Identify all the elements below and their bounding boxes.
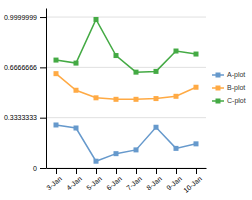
x-tick-mark — [116, 168, 117, 174]
legend-item: B-plot — [212, 84, 245, 92]
x-tick-mark — [156, 168, 157, 174]
series-marker — [194, 141, 199, 146]
x-axis: 3-Jan4-Jan5-Jan6-Jan7-Jan8-Jan9-Jan10-Ja… — [45, 168, 206, 194]
series-marker — [94, 17, 99, 22]
series-line — [56, 19, 196, 72]
series-marker — [134, 97, 139, 102]
x-tick-label: 10-Jan — [182, 175, 203, 194]
grid-line — [46, 67, 206, 68]
x-tick-label: 4-Jan — [65, 175, 83, 192]
x-tick: 3-Jan — [45, 168, 63, 191]
grid-line — [46, 117, 206, 118]
y-tick-label: 0.3333333 — [4, 114, 37, 121]
x-tick: 6-Jan — [105, 168, 123, 191]
y-tick-mark — [40, 118, 46, 119]
chart: 0 0.3333333 0.6666666 0.9999999 3-Jan4-Jan5-… — [0, 0, 252, 200]
series-marker — [134, 147, 139, 152]
x-tick: 5-Jan — [85, 168, 103, 191]
y-tick: 0.9999999 — [4, 14, 46, 21]
series — [54, 71, 199, 102]
series-line — [56, 125, 196, 161]
x-axis-line — [47, 168, 207, 169]
y-tick-label: 0.6666666 — [4, 64, 37, 71]
series-marker — [74, 126, 79, 131]
legend-label: A-plot — [227, 71, 245, 79]
x-tick-label: 7-Jan — [125, 175, 143, 192]
series-marker — [94, 95, 99, 100]
plot-area: 0 0.3333333 0.6666666 0.9999999 3-Jan4-Jan5-… — [4, 9, 207, 194]
y-axis: 0 0.3333333 0.6666666 0.9999999 — [4, 9, 47, 172]
y-tick-label: 0 — [33, 165, 37, 172]
x-tick-label: 6-Jan — [105, 175, 123, 192]
series-marker — [174, 94, 179, 99]
y-tick-mark — [40, 67, 46, 68]
grid — [46, 17, 206, 168]
series-marker — [154, 69, 159, 74]
series-marker — [134, 70, 139, 75]
legend-marker — [216, 86, 221, 91]
x-tick-label: 9-Jan — [165, 175, 183, 192]
series-marker — [194, 52, 199, 57]
x-tick-label: 8-Jan — [145, 175, 163, 192]
legend-item: A-plot — [212, 71, 245, 79]
series-marker — [54, 122, 59, 127]
y-tick-mark — [40, 168, 46, 169]
x-tick-label: 3-Jan — [45, 175, 63, 192]
grid-line — [46, 168, 206, 169]
x-tick: 7-Jan — [125, 168, 143, 191]
y-tick-label: 0.9999999 — [4, 14, 37, 21]
series-marker — [54, 58, 59, 63]
series-marker — [174, 49, 179, 54]
y-tick: 0.6666666 — [4, 64, 46, 71]
series — [54, 17, 199, 75]
x-tick: 4-Jan — [65, 168, 83, 191]
x-tick-mark — [76, 168, 77, 174]
y-tick-mark — [40, 17, 46, 18]
legend: A-plot B-plot C-plot — [212, 71, 246, 105]
legend-label: C-plot — [227, 97, 246, 105]
legend-marker — [216, 73, 221, 78]
legend-item: C-plot — [212, 97, 246, 105]
x-tick-mark — [176, 168, 177, 174]
x-tick-mark — [136, 168, 137, 174]
x-tick: 9-Jan — [165, 168, 183, 191]
legend-label: B-plot — [227, 84, 245, 92]
series-marker — [114, 53, 119, 58]
x-tick-label: 5-Jan — [85, 175, 103, 192]
series-marker — [74, 88, 79, 93]
series-marker — [154, 96, 159, 101]
series-group — [54, 17, 199, 164]
y-tick: 0.3333333 — [4, 114, 46, 121]
x-tick-mark — [196, 168, 197, 174]
y-axis-line — [46, 9, 47, 169]
grid-line — [46, 17, 206, 18]
series — [54, 122, 199, 163]
x-tick: 8-Jan — [145, 168, 163, 191]
legend-marker — [216, 99, 221, 104]
series-marker — [194, 85, 199, 90]
series-marker — [74, 61, 79, 66]
series-line — [56, 74, 196, 100]
x-tick: 10-Jan — [182, 168, 203, 194]
series-marker — [154, 125, 159, 130]
series-marker — [94, 159, 99, 164]
series-marker — [114, 97, 119, 102]
y-tick: 0 — [33, 165, 46, 172]
x-tick-mark — [96, 168, 97, 174]
x-tick-mark — [56, 168, 57, 174]
series-marker — [114, 151, 119, 156]
series-marker — [174, 146, 179, 151]
series-marker — [54, 71, 59, 76]
